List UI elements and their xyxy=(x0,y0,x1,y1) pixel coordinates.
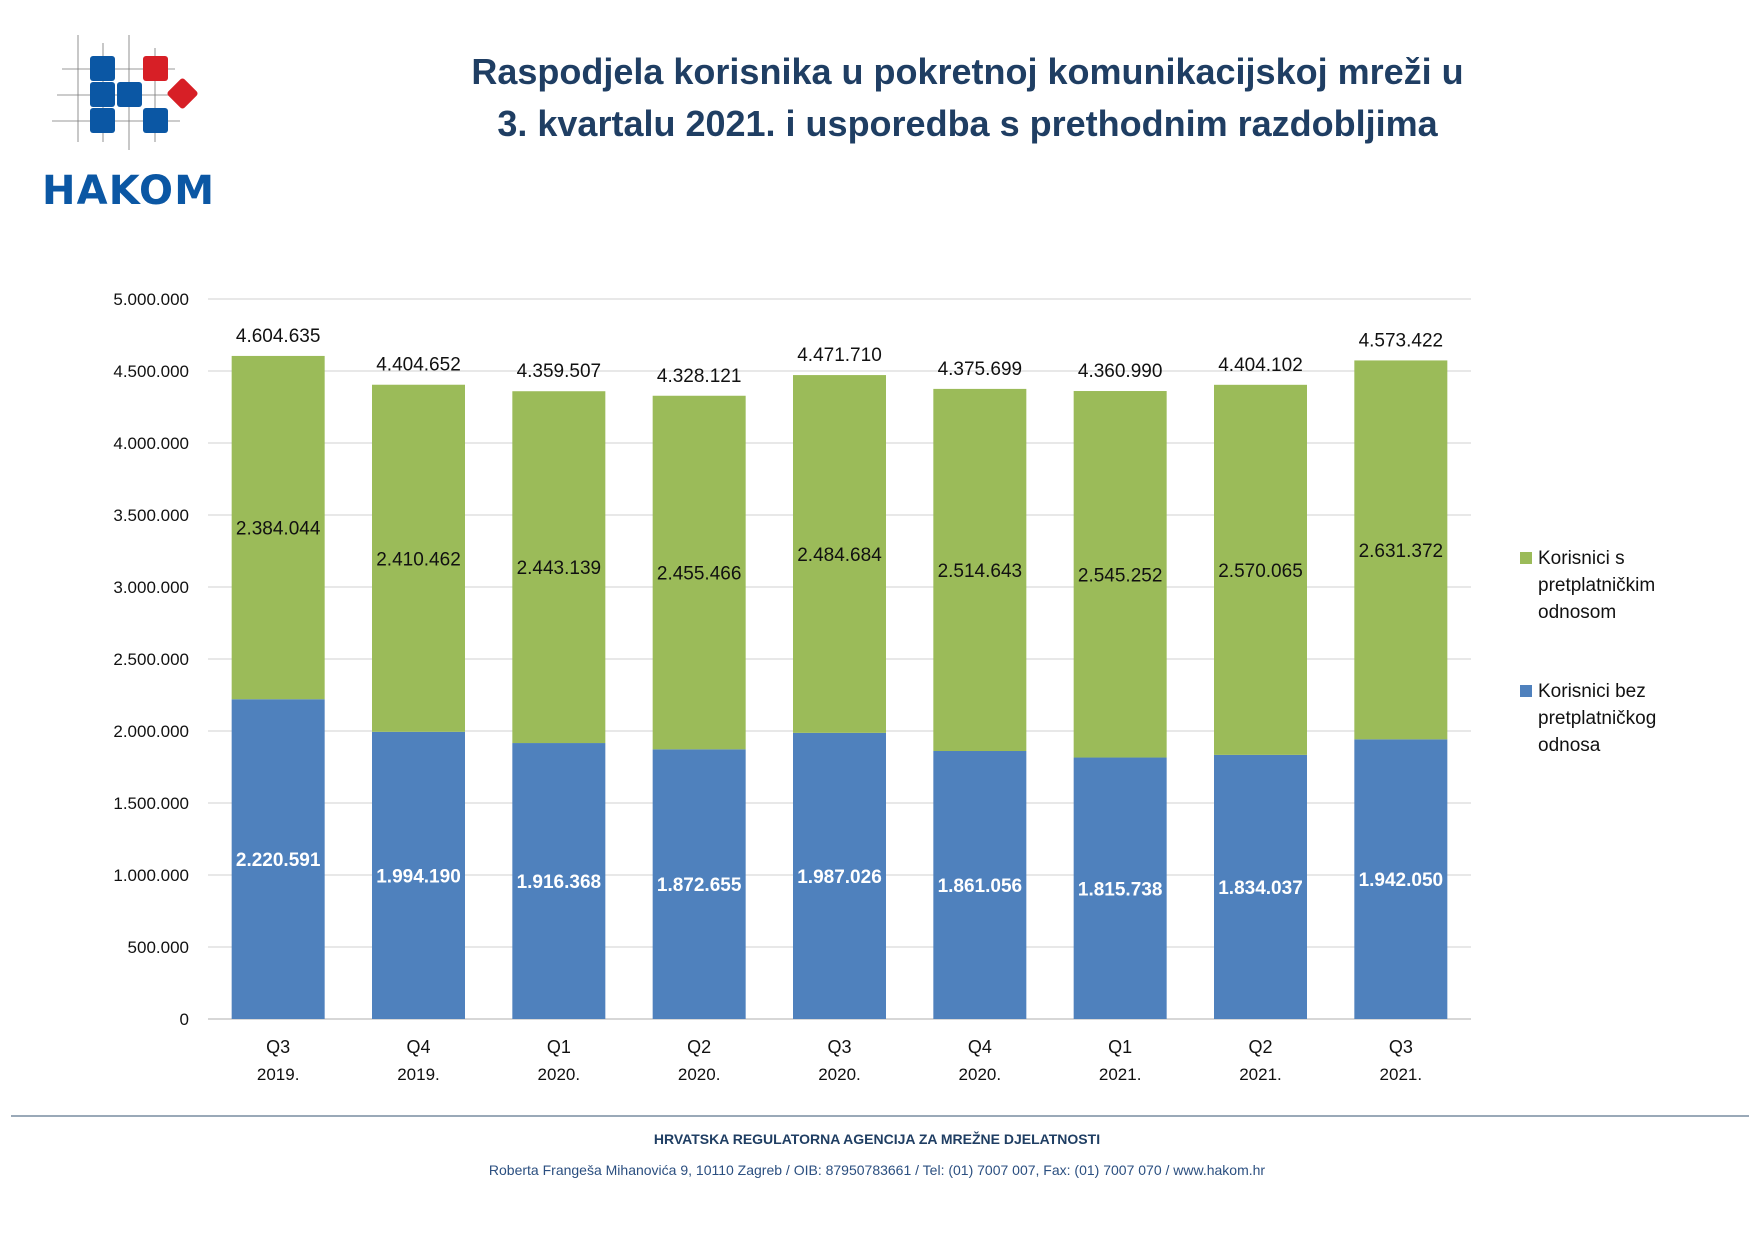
bar-segment xyxy=(933,388,1027,752)
x-tick-label: Q1 xyxy=(547,1037,571,1057)
y-tick-label: 2.000.000 xyxy=(113,722,189,741)
bar-segment xyxy=(1073,757,1167,1019)
bar-segment xyxy=(793,732,886,1019)
legend-item-subscription: Korisnici s pretplatničkim odnosom xyxy=(1520,545,1720,626)
data-label: 2.545.252 xyxy=(1078,565,1163,586)
bar-segment xyxy=(512,743,606,1019)
y-tick-label: 0 xyxy=(180,1010,189,1029)
title-line-1: Raspodjela korisnika u pokretnoj komunik… xyxy=(471,51,1464,92)
total-label: 4.404.102 xyxy=(1218,355,1303,376)
y-tick-label: 1.000.000 xyxy=(113,866,189,885)
total-label: 4.375.699 xyxy=(938,359,1023,380)
data-label: 2.384.044 xyxy=(236,519,321,540)
legend-text: odnosom xyxy=(1538,602,1617,623)
data-label: 1.861.056 xyxy=(938,876,1023,897)
legend-swatch-green xyxy=(1520,552,1532,564)
data-label: 1.942.050 xyxy=(1359,870,1444,891)
bar-segment xyxy=(652,749,746,1019)
stacked-bar-chart: 0 500.000 1.000.000 1.500.000 2.000.000 2.500… xyxy=(113,290,1471,1084)
hakom-logo: HAKOM xyxy=(42,35,214,210)
data-label: 2.514.643 xyxy=(938,561,1023,582)
bar-segment xyxy=(512,391,606,744)
bar-segment xyxy=(1073,391,1167,758)
legend-text: pretplatničkim xyxy=(1538,575,1656,596)
footer-address: Roberta Frangeša Mihanovića 9, 10110 Zag… xyxy=(488,1162,1266,1178)
y-tick-label: 4.000.000 xyxy=(113,434,189,453)
total-label: 4.404.652 xyxy=(376,355,461,376)
total-label: 4.360.990 xyxy=(1078,361,1163,382)
data-label: 2.410.462 xyxy=(376,549,461,570)
x-tick-label: Q2 xyxy=(687,1037,711,1057)
data-label: 1.834.037 xyxy=(1218,878,1303,899)
x-tick-year: 2021. xyxy=(1380,1065,1423,1084)
bar-segment xyxy=(372,731,465,1019)
y-tick-label: 5.000.000 xyxy=(113,290,189,309)
data-label: 2.631.372 xyxy=(1359,541,1444,562)
total-label: 4.573.422 xyxy=(1359,330,1444,351)
legend-text: odnosa xyxy=(1538,735,1601,756)
logo-text: HAKOM xyxy=(42,168,214,210)
y-tick-label: 4.500.000 xyxy=(113,362,189,381)
bar-segment xyxy=(1214,384,1307,755)
legend-text: Korisnici bez xyxy=(1538,681,1646,702)
y-tick-label: 1.500.000 xyxy=(113,794,189,813)
footer-divider xyxy=(11,1115,1749,1117)
bar-segment xyxy=(231,355,325,700)
x-tick-year: 2019. xyxy=(257,1065,300,1084)
page-title: Raspodjela korisnika u pokretnoj komunik… xyxy=(400,46,1535,150)
x-tick-label: Q3 xyxy=(827,1037,851,1057)
data-label: 2.443.139 xyxy=(517,558,602,579)
data-label: 2.484.684 xyxy=(797,545,882,566)
y-tick-label: 2.500.000 xyxy=(113,650,189,669)
x-tick-year: 2020. xyxy=(678,1065,721,1084)
bar-segment xyxy=(1354,739,1448,1019)
data-label: 1.987.026 xyxy=(797,867,882,888)
total-label: 4.471.710 xyxy=(797,345,882,366)
x-tick-year: 2020. xyxy=(538,1065,581,1084)
y-tick-label: 3.500.000 xyxy=(113,506,189,525)
legend-item-prepaid: Korisnici bez pretplatničkog odnosa xyxy=(1520,678,1720,759)
data-label: 1.872.655 xyxy=(657,875,742,896)
data-label: 2.570.065 xyxy=(1218,561,1303,582)
legend-text: pretplatničkog xyxy=(1538,708,1657,729)
data-label: 2.220.591 xyxy=(236,850,321,871)
x-tick-year: 2020. xyxy=(818,1065,861,1084)
bar-segment xyxy=(652,395,746,750)
x-tick-label: Q1 xyxy=(1108,1037,1132,1057)
footer-organization: HRVATSKA REGULATORNA AGENCIJA ZA MREŽNE … xyxy=(653,1131,1101,1147)
total-label: 4.359.507 xyxy=(517,361,602,382)
data-label: 1.916.368 xyxy=(517,872,602,893)
data-label: 1.994.190 xyxy=(376,866,461,887)
x-tick-label: Q4 xyxy=(406,1037,430,1057)
title-line-2: 3. kvartalu 2021. i usporedba s prethodn… xyxy=(497,103,1438,144)
x-tick-year: 2021. xyxy=(1239,1065,1282,1084)
legend-text: Korisnici s xyxy=(1538,548,1625,569)
x-tick-label: Q2 xyxy=(1248,1037,1272,1057)
x-tick-label: Q3 xyxy=(1389,1037,1413,1057)
x-tick-label: Q4 xyxy=(968,1037,992,1057)
data-label: 2.455.466 xyxy=(657,564,742,585)
bar-segment xyxy=(372,384,465,732)
total-label: 4.328.121 xyxy=(657,366,742,387)
bar-segment xyxy=(1214,754,1307,1019)
bar-segment xyxy=(231,699,325,1019)
x-tick-year: 2020. xyxy=(959,1065,1002,1084)
x-tick-label: Q3 xyxy=(266,1037,290,1057)
x-tick-year: 2019. xyxy=(397,1065,440,1084)
total-label: 4.604.635 xyxy=(236,326,321,347)
bar-segment xyxy=(1354,360,1448,740)
bar-segment xyxy=(933,751,1027,1019)
bar-segment xyxy=(793,375,886,733)
legend-swatch-blue xyxy=(1520,685,1532,697)
y-tick-label: 3.000.000 xyxy=(113,578,189,597)
x-tick-year: 2021. xyxy=(1099,1065,1142,1084)
data-label: 1.815.738 xyxy=(1078,879,1163,900)
y-tick-label: 500.000 xyxy=(128,938,189,957)
